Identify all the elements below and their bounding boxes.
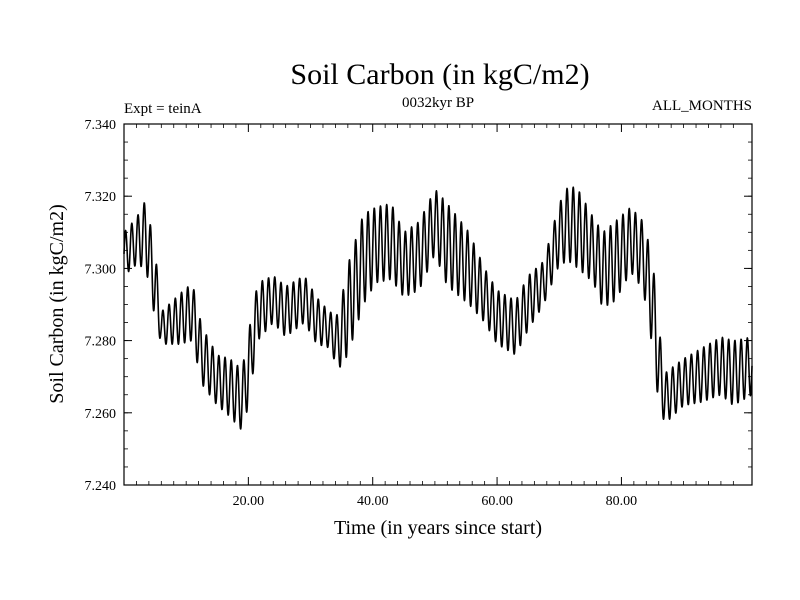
chart-title: Soil Carbon (in kgC/m2) xyxy=(290,58,589,91)
y-tick-label: 7.320 xyxy=(85,190,117,205)
x-tick-label: 40.00 xyxy=(357,494,389,509)
soil-carbon-series-line xyxy=(123,186,753,430)
y-axis-label: Soil Carbon (in kgC/m2) xyxy=(46,204,68,403)
y-tick-label: 7.260 xyxy=(85,407,117,422)
y-tick-label: 7.300 xyxy=(85,262,117,277)
experiment-label: Expt = teinA xyxy=(124,101,202,117)
period-label: 0032kyr BP xyxy=(402,95,474,111)
y-tick-label: 7.240 xyxy=(85,479,117,494)
x-axis-ticks: 20.00 40.00 60.00 80.00 xyxy=(136,124,734,509)
x-tick-label: 60.00 xyxy=(481,494,513,509)
y-tick-label: 7.280 xyxy=(85,335,117,350)
x-axis-label: Time (in years since start) xyxy=(334,517,542,539)
x-tick-label: 20.00 xyxy=(233,494,265,509)
plot-frame xyxy=(123,123,753,486)
x-tick-label: 80.00 xyxy=(606,494,638,509)
y-tick-label: 7.340 xyxy=(85,118,117,133)
months-label: ALL_MONTHS xyxy=(652,98,752,114)
